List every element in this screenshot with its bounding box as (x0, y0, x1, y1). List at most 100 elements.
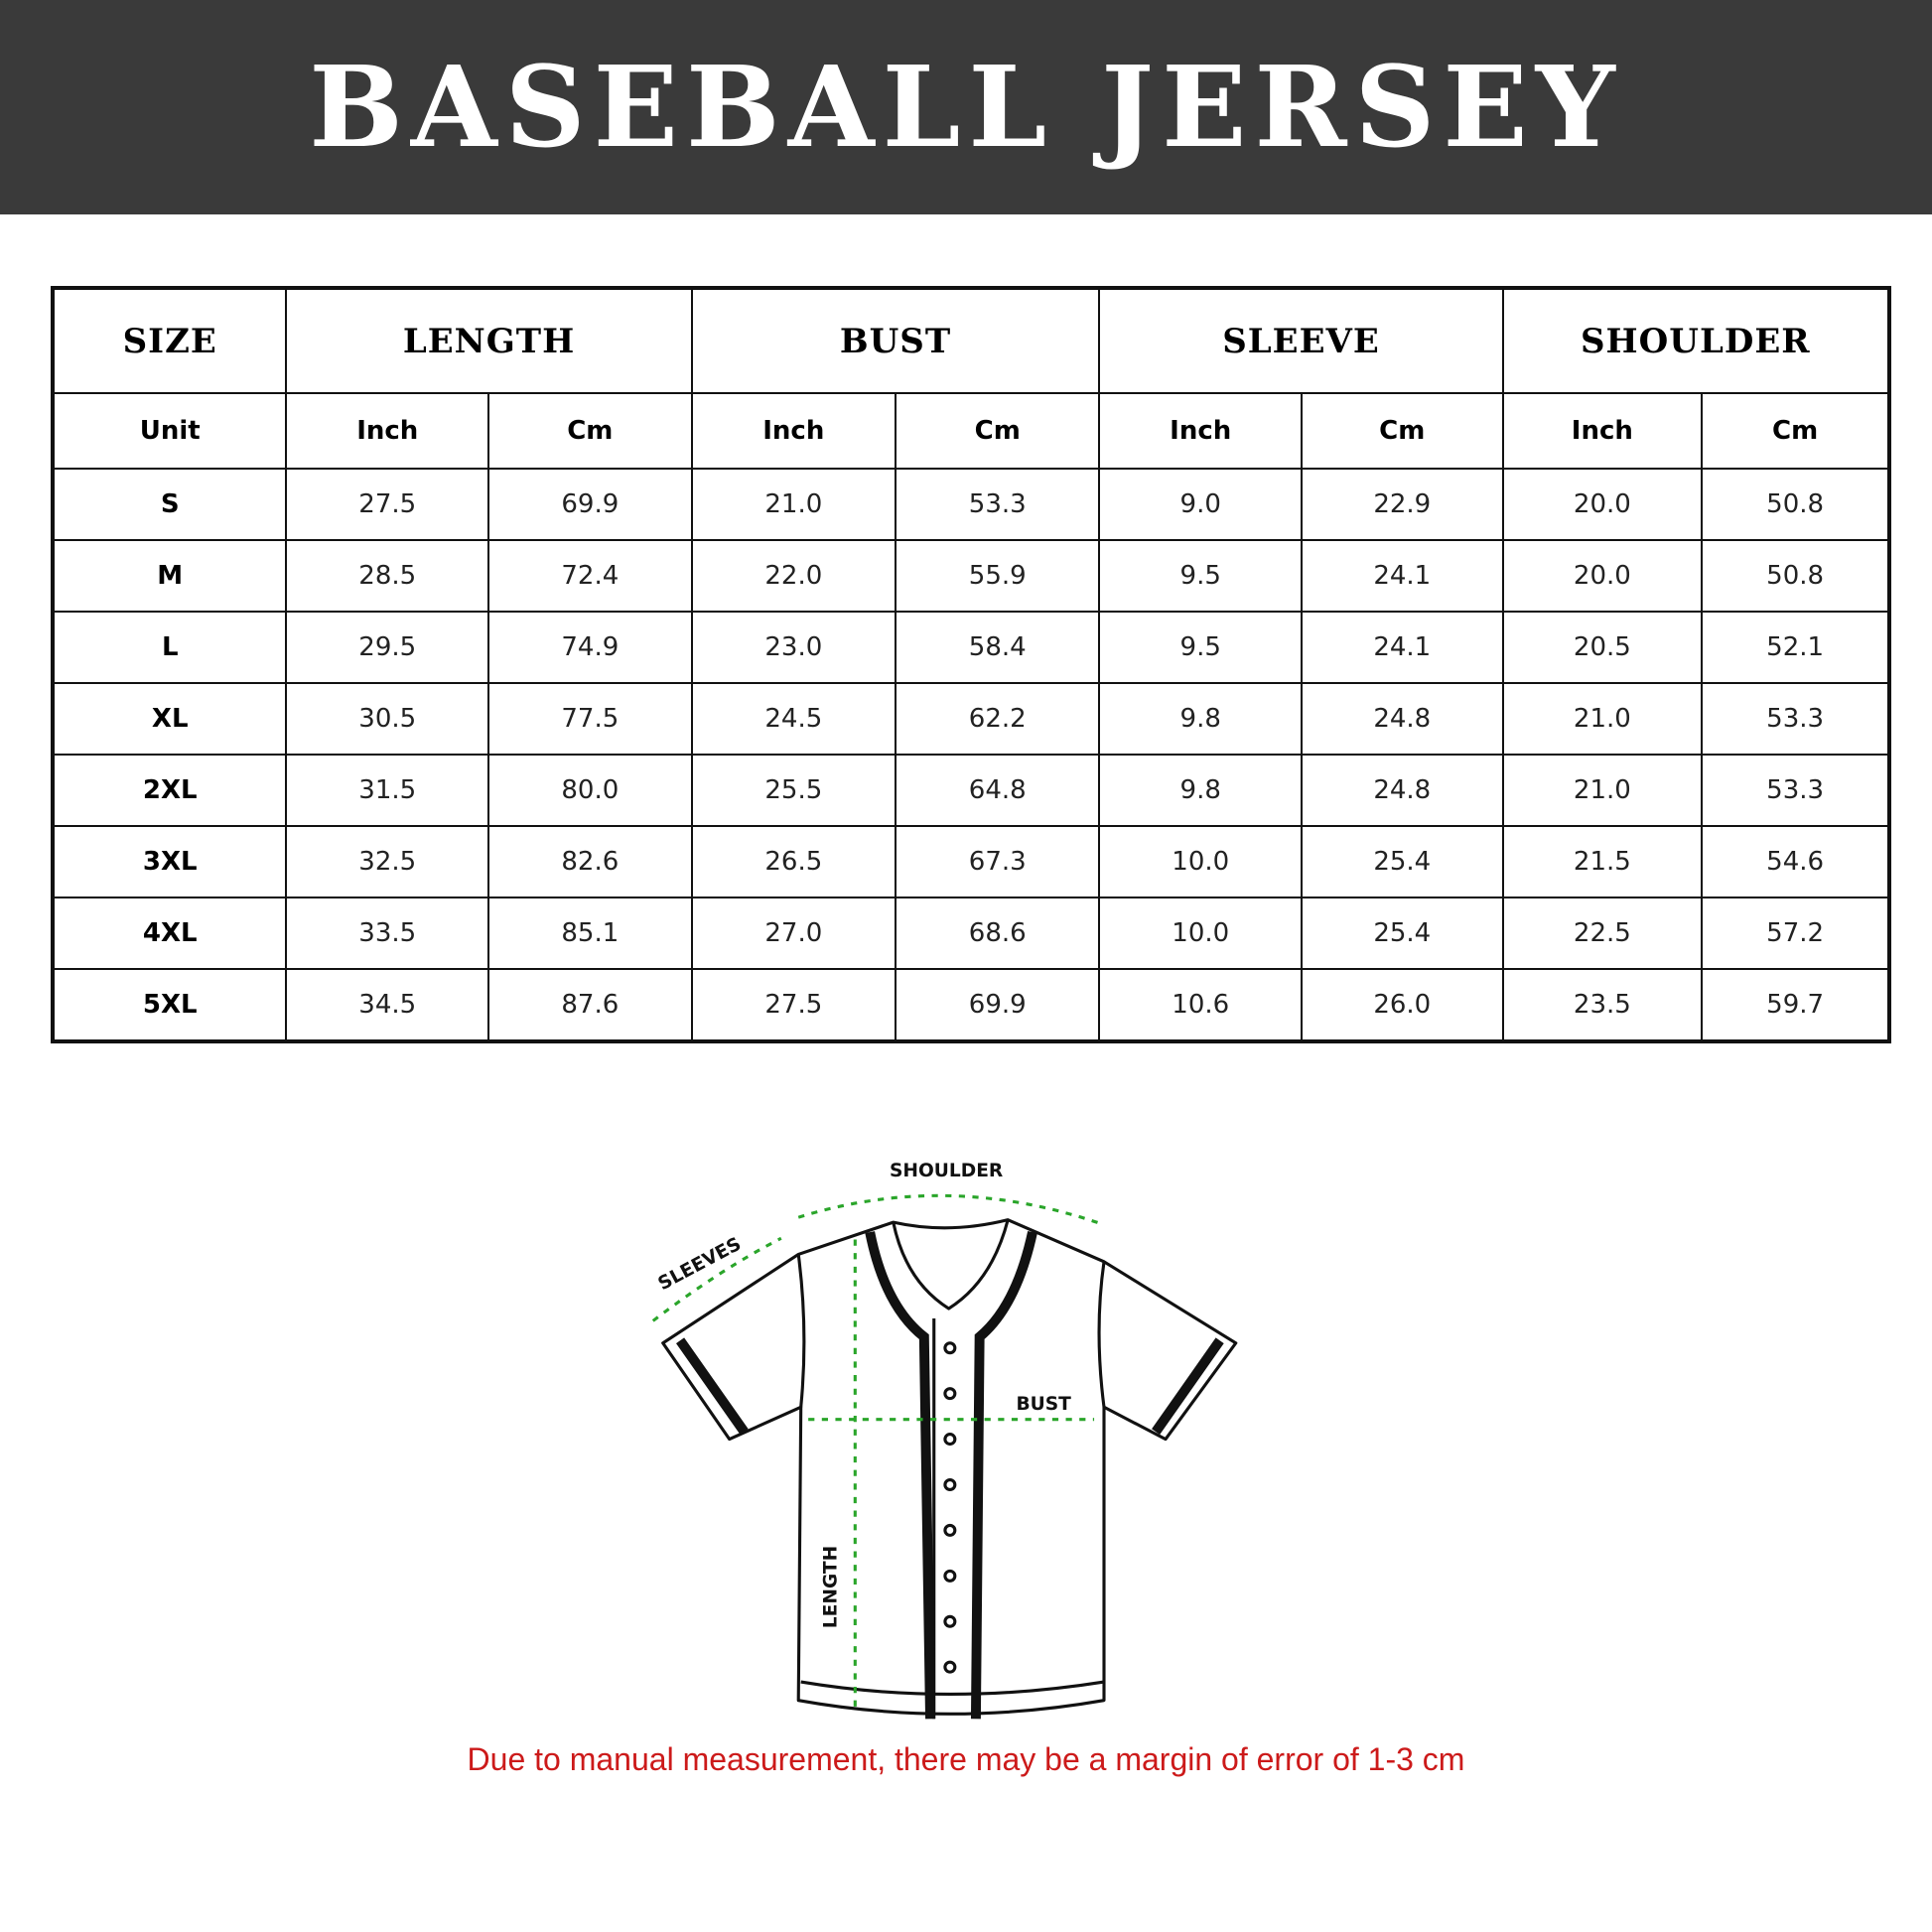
value-cell: 20.0 (1501, 539, 1704, 613)
value-cell: 59.7 (1701, 968, 1890, 1042)
value-cell: 72.4 (487, 539, 693, 613)
table-row: S 27.5 69.9 21.0 53.3 9.0 22.9 20.0 50.8 (51, 468, 1890, 541)
size-cell: 5XL (51, 968, 288, 1042)
value-cell: 68.6 (895, 897, 1101, 970)
value-cell: 62.2 (895, 682, 1101, 756)
value-cell: 26.5 (690, 825, 897, 898)
value-cell: 30.5 (285, 682, 490, 756)
value-cell: 25.4 (1301, 897, 1504, 970)
header-length: LENGTH (285, 287, 693, 394)
size-cell: 3XL (51, 825, 288, 898)
value-cell: 67.3 (895, 825, 1101, 898)
shoulder-arrow (797, 1193, 1105, 1227)
jersey-trim (676, 1231, 1224, 1720)
value-cell: 29.5 (285, 611, 490, 684)
value-cell: 23.5 (1501, 968, 1704, 1042)
size-cell: XL (51, 682, 288, 756)
value-cell: 28.5 (285, 539, 490, 613)
value-cell: 24.8 (1301, 682, 1504, 756)
value-cell: 80.0 (487, 754, 693, 827)
unit-cell: Cm (895, 392, 1101, 470)
value-cell: 9.0 (1098, 468, 1303, 541)
value-cell: 53.3 (1701, 754, 1890, 827)
value-cell: 74.9 (487, 611, 693, 684)
sleeve-arrow (651, 1236, 782, 1322)
value-cell: 9.8 (1098, 682, 1303, 756)
unit-label: Unit (51, 392, 288, 470)
table-row: 2XL 31.5 80.0 25.5 64.8 9.8 24.8 21.0 53.3 (51, 754, 1890, 827)
measurement-arrows (651, 1193, 1105, 1709)
unit-cell: Inch (1501, 392, 1704, 470)
value-cell: 25.5 (690, 754, 897, 827)
value-cell: 53.3 (1701, 682, 1890, 756)
size-cell: L (51, 611, 288, 684)
value-cell: 20.0 (1501, 468, 1704, 541)
value-cell: 21.0 (1501, 754, 1704, 827)
unit-cell: Cm (1701, 392, 1890, 470)
value-cell: 26.0 (1301, 968, 1504, 1042)
size-cell: S (51, 468, 288, 541)
size-chart-table: SIZE LENGTH BUST SLEEVE SHOULDER Unit In… (51, 286, 1891, 1043)
value-cell: 55.9 (895, 539, 1101, 613)
value-cell: 21.0 (1501, 682, 1704, 756)
value-cell: 23.0 (690, 611, 897, 684)
table-row: L 29.5 74.9 23.0 58.4 9.5 24.1 20.5 52.1 (51, 611, 1890, 684)
value-cell: 24.1 (1301, 611, 1504, 684)
measurement-note: Due to manual measurement, there may be … (467, 1741, 1465, 1777)
value-cell: 85.1 (487, 897, 693, 970)
value-cell: 27.5 (285, 468, 490, 541)
table-row: XL 30.5 77.5 24.5 62.2 9.8 24.8 21.0 53.3 (51, 682, 1890, 756)
table-row: M 28.5 72.4 22.0 55.9 9.5 24.1 20.0 50.8 (51, 539, 1890, 613)
value-cell: 58.4 (895, 611, 1101, 684)
value-cell: 27.0 (690, 897, 897, 970)
value-cell: 10.0 (1098, 825, 1303, 898)
value-cell: 22.0 (690, 539, 897, 613)
value-cell: 9.8 (1098, 754, 1303, 827)
unit-cell: Inch (285, 392, 490, 470)
value-cell: 9.5 (1098, 611, 1303, 684)
value-cell: 21.0 (690, 468, 897, 541)
value-cell: 31.5 (285, 754, 490, 827)
value-cell: 21.5 (1501, 825, 1704, 898)
value-cell: 34.5 (285, 968, 490, 1042)
value-cell: 87.6 (487, 968, 693, 1042)
header-size: SIZE (51, 287, 288, 394)
unit-cell: Inch (1098, 392, 1303, 470)
value-cell: 69.9 (895, 968, 1101, 1042)
value-cell: 57.2 (1701, 897, 1890, 970)
value-cell: 24.8 (1301, 754, 1504, 827)
page-title: BASEBALL JERSEY (309, 42, 1623, 173)
value-cell: 22.5 (1501, 897, 1704, 970)
value-cell: 25.4 (1301, 825, 1504, 898)
value-cell: 33.5 (285, 897, 490, 970)
bust-label: BUST (1016, 1394, 1071, 1415)
value-cell: 69.9 (487, 468, 693, 541)
sleeves-label: SLEEVES (655, 1234, 745, 1295)
value-cell: 10.0 (1098, 897, 1303, 970)
value-cell: 52.1 (1701, 611, 1890, 684)
value-cell: 24.1 (1301, 539, 1504, 613)
unit-cell: Cm (1301, 392, 1504, 470)
value-cell: 53.3 (895, 468, 1101, 541)
value-cell: 32.5 (285, 825, 490, 898)
size-cell: 2XL (51, 754, 288, 827)
value-cell: 77.5 (487, 682, 693, 756)
size-cell: M (51, 539, 288, 613)
unit-cell: Cm (487, 392, 693, 470)
jersey-buttons (943, 1341, 957, 1674)
length-label: LENGTH (821, 1546, 842, 1628)
size-cell: 4XL (51, 897, 288, 970)
value-cell: 10.6 (1098, 968, 1303, 1042)
title-banner: BASEBALL JERSEY (0, 0, 1932, 214)
table-row: 5XL 34.5 87.6 27.5 69.9 10.6 26.0 23.5 59.7 (51, 968, 1890, 1042)
value-cell: 54.6 (1701, 825, 1890, 898)
value-cell: 82.6 (487, 825, 693, 898)
header-sleeve: SLEEVE (1098, 287, 1504, 394)
value-cell: 22.9 (1301, 468, 1504, 541)
header-bust: BUST (690, 287, 1101, 394)
jersey-outline (661, 1218, 1238, 1720)
value-cell: 50.8 (1701, 539, 1890, 613)
value-cell: 50.8 (1701, 468, 1890, 541)
unit-cell: Inch (690, 392, 897, 470)
value-cell: 64.8 (895, 754, 1101, 827)
